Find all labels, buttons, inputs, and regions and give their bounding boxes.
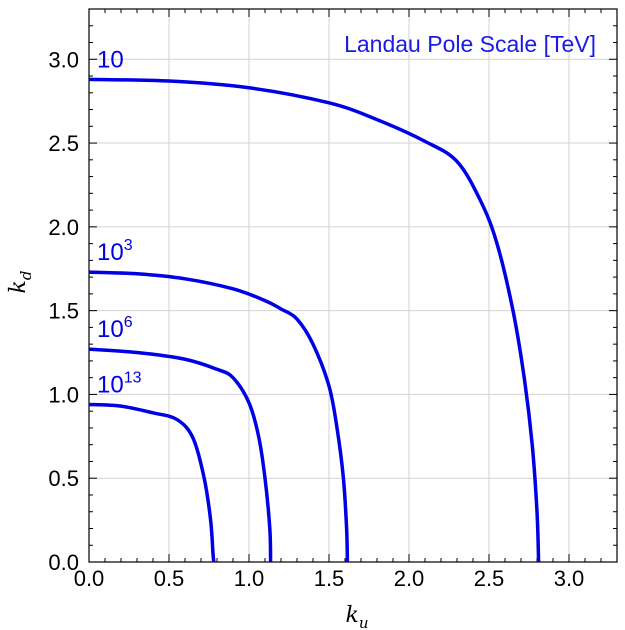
curve-label-base: 10 xyxy=(97,46,124,73)
x-axis-label-sub: u xyxy=(359,614,369,630)
curve-label: 10 xyxy=(97,46,124,73)
plot-frame xyxy=(88,8,618,563)
x-tick-label: 1.0 xyxy=(234,566,265,591)
grid xyxy=(89,9,617,562)
y-axis-label-base: k xyxy=(6,280,31,293)
x-axis-label-base: k xyxy=(345,603,358,628)
curve-label-base: 10 xyxy=(97,371,124,398)
x-tick-label: 0.5 xyxy=(154,566,185,591)
y-tick-label: 0.0 xyxy=(48,550,79,575)
curve-line xyxy=(88,77,541,563)
x-tick-label: 3.0 xyxy=(554,566,585,591)
curve-label: 103 xyxy=(97,237,133,266)
y-tick-label: 3.0 xyxy=(48,47,79,72)
curve-label: 1013 xyxy=(97,369,142,398)
curve-line xyxy=(88,270,350,563)
curve-label-exponent: 6 xyxy=(124,314,133,331)
x-tick-label: 2.0 xyxy=(394,566,425,591)
y-axis-label-sub: d xyxy=(17,271,35,281)
curve-label-exponent: 3 xyxy=(124,237,133,254)
y-tick-label: 1.0 xyxy=(48,382,79,407)
y-tick-label: 2.5 xyxy=(48,131,79,156)
y-tick-label: 0.5 xyxy=(48,466,79,491)
x-tick-label: 2.5 xyxy=(474,566,505,591)
curve-line xyxy=(88,347,273,563)
curves xyxy=(88,77,541,563)
y-tick-labels: 0.0 0.5 1.0 1.5 2.0 2.5 3.0 xyxy=(48,47,79,575)
y-tick-label: 1.5 xyxy=(48,299,79,324)
curve-label: 106 xyxy=(97,314,133,343)
chart-title: Landau Pole Scale [TeV] xyxy=(344,31,596,57)
x-axis-label: ku xyxy=(345,603,368,630)
curve-label-base: 10 xyxy=(97,239,124,266)
curve-label-exponent: 13 xyxy=(124,369,142,386)
y-axis-label: kd xyxy=(6,271,35,294)
x-tick-labels: 0.0 0.5 1.0 1.5 2.0 2.5 3.0 xyxy=(74,566,585,591)
curve-label-base: 10 xyxy=(97,316,124,343)
x-tick-label: 1.5 xyxy=(314,566,345,591)
y-tick-label: 2.0 xyxy=(48,215,79,240)
x-tick-label: 0.0 xyxy=(74,566,105,591)
axis-ticks xyxy=(88,8,618,563)
curve-line xyxy=(88,402,216,563)
